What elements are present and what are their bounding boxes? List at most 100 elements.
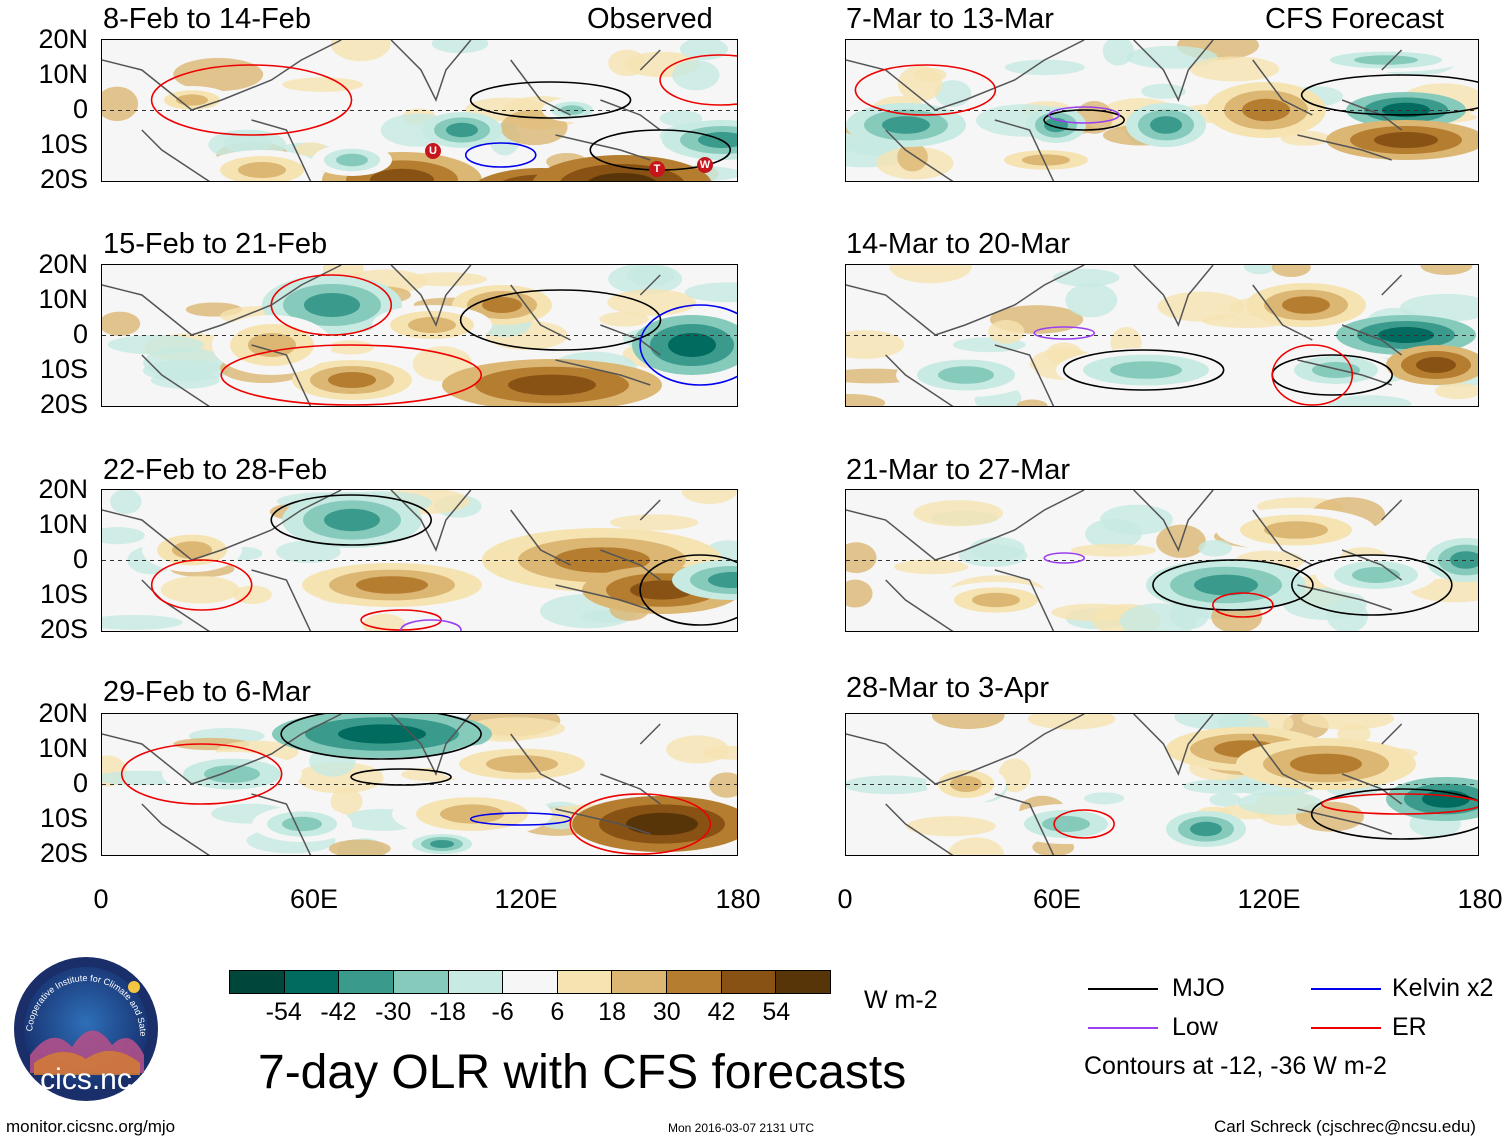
olr-anomaly bbox=[1282, 296, 1330, 314]
olr-anomaly bbox=[1053, 268, 1120, 287]
colorbar-swatch bbox=[284, 971, 340, 993]
lat-label: 10S bbox=[39, 354, 88, 384]
olr-anomaly bbox=[204, 765, 260, 783]
main-title: 7-day OLR with CFS forecasts bbox=[258, 1046, 907, 1099]
olr-anomaly bbox=[588, 173, 656, 181]
contour-line bbox=[1212, 592, 1274, 618]
colorbar-label: -6 bbox=[491, 998, 514, 1026]
olr-anomaly bbox=[1352, 567, 1400, 583]
olr-anomaly bbox=[1150, 116, 1182, 134]
lon-label: 120E bbox=[1237, 884, 1301, 914]
olr-anomaly bbox=[446, 122, 478, 138]
olr-anomaly bbox=[969, 536, 1025, 561]
lat-label: 20N bbox=[38, 698, 88, 728]
olr-anomaly bbox=[282, 816, 322, 832]
olr-anomaly bbox=[948, 837, 1005, 855]
colorbar-swatch bbox=[776, 971, 831, 993]
olr-anomaly bbox=[406, 272, 487, 287]
map-panel bbox=[845, 489, 1479, 632]
olr-anomaly bbox=[102, 614, 183, 630]
contour-line bbox=[120, 743, 283, 805]
olr-anomaly bbox=[1016, 399, 1048, 406]
olr-anomaly bbox=[1243, 265, 1276, 275]
contour-line bbox=[1291, 554, 1453, 616]
storm-marker: U bbox=[425, 143, 441, 159]
contour-line bbox=[469, 81, 632, 119]
lat-label: 20S bbox=[39, 838, 88, 868]
lat-label: 0 bbox=[72, 544, 88, 574]
contour-line bbox=[854, 64, 997, 116]
footer-author: Carl Schreck (cjschrec@ncsu.edu) bbox=[1214, 1117, 1476, 1136]
legend-mjo: MJO bbox=[1172, 974, 1225, 1002]
olr-map bbox=[102, 490, 737, 631]
olr-anomaly bbox=[894, 559, 969, 575]
olr-anomaly bbox=[142, 359, 229, 382]
olr-anomaly bbox=[846, 330, 905, 359]
colorbar-swatch bbox=[230, 971, 285, 993]
olr-map bbox=[102, 40, 737, 181]
contour-line bbox=[150, 559, 253, 611]
olr-anomaly bbox=[1271, 265, 1311, 277]
olr-anomaly bbox=[482, 297, 522, 313]
lat-label: 10N bbox=[38, 59, 88, 89]
olr-anomaly bbox=[897, 65, 943, 102]
lat-label: 10N bbox=[38, 284, 88, 314]
olr-anomaly bbox=[1290, 753, 1362, 775]
olr-anomaly bbox=[1102, 40, 1134, 66]
olr-anomaly bbox=[882, 116, 930, 134]
contour-line bbox=[1043, 552, 1086, 564]
contour-line bbox=[459, 289, 662, 351]
map-panel bbox=[845, 713, 1479, 856]
legend-line-kelvin bbox=[1311, 988, 1381, 990]
olr-anomaly bbox=[102, 311, 141, 336]
olr-anomaly bbox=[1264, 521, 1328, 539]
lat-label: 0 bbox=[72, 319, 88, 349]
colorbar-label: 18 bbox=[598, 998, 626, 1026]
olr-anomaly bbox=[508, 374, 596, 396]
contour-line bbox=[1152, 559, 1314, 611]
legend-er: ER bbox=[1392, 1013, 1427, 1041]
panel-label-observed: Observed bbox=[587, 3, 713, 35]
olr-anomaly bbox=[1119, 603, 1197, 631]
olr-anomaly bbox=[328, 372, 376, 388]
olr-anomaly bbox=[1110, 361, 1182, 379]
map-panel bbox=[845, 264, 1479, 407]
olr-anomaly bbox=[1042, 816, 1090, 832]
olr-anomaly bbox=[1237, 791, 1323, 815]
olr-anomaly bbox=[328, 839, 391, 855]
olr-anomaly bbox=[972, 592, 1020, 608]
olr-anomaly bbox=[1174, 714, 1253, 730]
colorbar-label: -30 bbox=[375, 998, 412, 1026]
contour-line bbox=[280, 714, 482, 760]
olr-anomaly bbox=[431, 40, 489, 54]
lat-label: 20N bbox=[38, 24, 88, 54]
contour-line bbox=[659, 54, 737, 106]
panel-label-forecast: CFS Forecast bbox=[1265, 3, 1444, 35]
olr-anomaly bbox=[1157, 291, 1245, 322]
olr-anomaly bbox=[1416, 357, 1456, 373]
contour-line bbox=[639, 554, 737, 626]
coastline bbox=[846, 490, 1403, 631]
olr-anomaly bbox=[304, 293, 360, 317]
olr-anomaly bbox=[408, 317, 456, 333]
contour-line bbox=[1271, 344, 1354, 406]
contour-line bbox=[270, 274, 393, 336]
contours-note: Contours at -12, -36 W m-2 bbox=[1084, 1052, 1387, 1080]
panel-title: 15-Feb to 21-Feb bbox=[103, 228, 328, 260]
olr-anomaly bbox=[889, 265, 972, 284]
storm-marker: T bbox=[649, 161, 665, 177]
colorbar-swatch bbox=[339, 971, 394, 993]
legend-kelvin: Kelvin x2 bbox=[1392, 974, 1494, 1002]
legend-line-low bbox=[1088, 1027, 1158, 1029]
coastline bbox=[846, 265, 1403, 406]
olr-anomaly bbox=[110, 490, 142, 514]
olr-anomaly bbox=[336, 153, 368, 167]
colorbar-label: -54 bbox=[265, 998, 302, 1026]
olr-anomaly bbox=[666, 735, 729, 764]
olr-anomaly bbox=[102, 527, 145, 545]
olr-anomaly bbox=[1434, 382, 1478, 400]
olr-anomaly bbox=[275, 540, 341, 564]
olr-anomaly bbox=[998, 758, 1031, 793]
olr-anomaly bbox=[176, 94, 208, 106]
colorbar-label: 54 bbox=[762, 998, 791, 1026]
